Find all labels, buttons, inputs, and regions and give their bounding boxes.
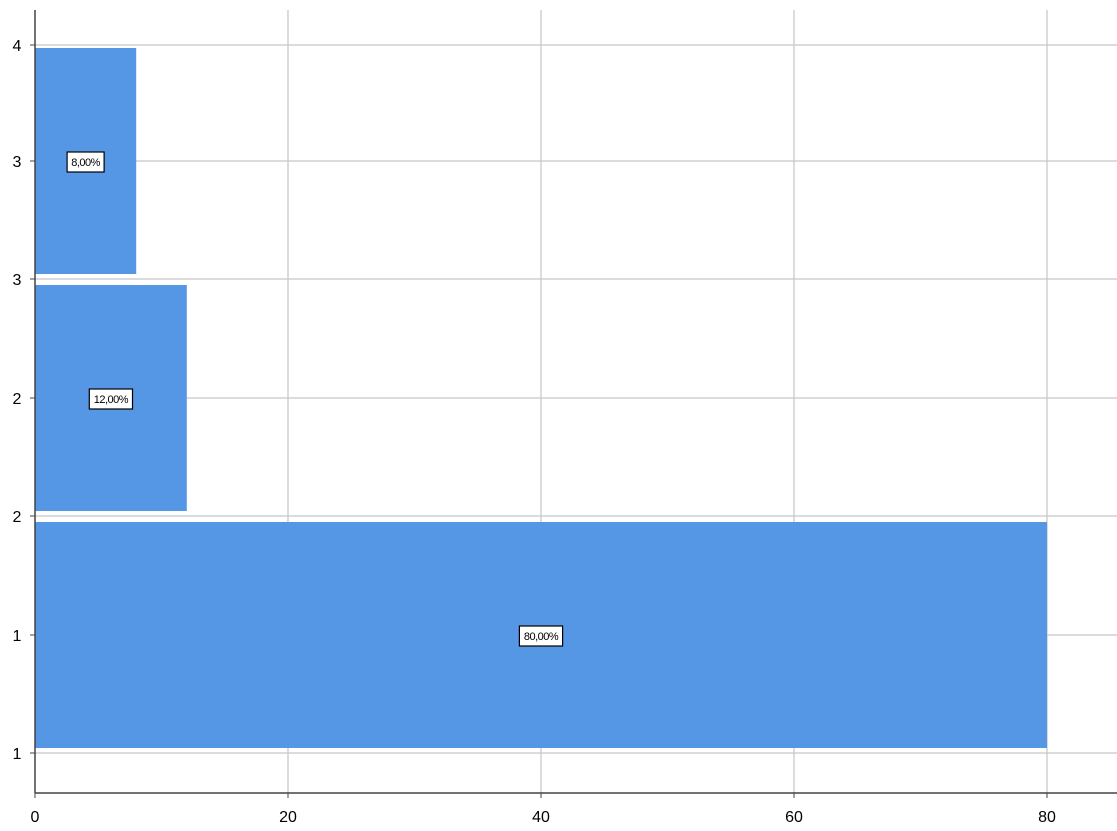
- label-layer: 0 20 40 60 80 1 1 2 2 3 3 4 80,00% 12,00% 8,00%: [13, 38, 1056, 826]
- y-tick-label: 3: [13, 154, 22, 171]
- y-tick-label: 2: [13, 391, 22, 408]
- x-tick-label: 40: [532, 809, 550, 826]
- y-tick-label: 2: [13, 509, 22, 526]
- data-label-box: [88, 388, 134, 410]
- data-label: 8,00%: [71, 157, 100, 169]
- x-tick-label: 0: [31, 809, 40, 826]
- x-tick-label: 80: [1038, 809, 1056, 826]
- x-tick-label: 20: [279, 809, 297, 826]
- axis-layer: [30, 10, 1117, 798]
- y-tick-label: 1: [13, 746, 22, 763]
- data-label-box: [518, 625, 564, 647]
- data-label: 12,00%: [94, 394, 129, 406]
- y-tick-label: 4: [13, 38, 22, 55]
- x-tick-label: 60: [785, 809, 803, 826]
- data-label-box: [66, 151, 105, 173]
- y-tick-label: 3: [13, 272, 22, 289]
- y-tick-label: 1: [13, 628, 22, 645]
- data-label: 80,00%: [524, 631, 559, 643]
